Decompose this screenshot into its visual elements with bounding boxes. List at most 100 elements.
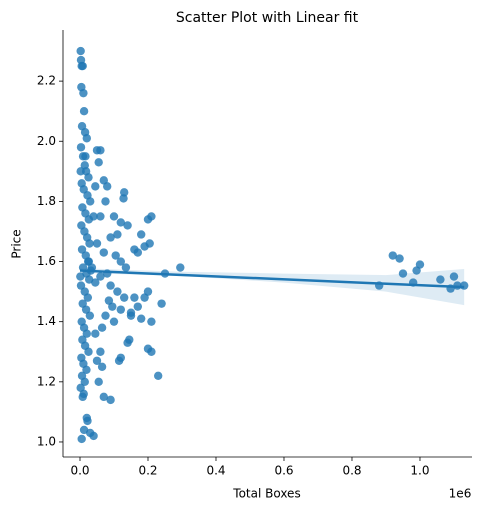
point [116, 257, 125, 266]
chart-title: Scatter Plot with Linear fit [176, 10, 359, 26]
point [82, 329, 91, 338]
point [176, 263, 185, 272]
point [92, 356, 102, 365]
point [78, 392, 87, 402]
x-tick-label: 0.8 [342, 464, 361, 478]
point [136, 230, 146, 239]
y-tick-label: 1.4 [37, 314, 56, 328]
point [116, 305, 125, 314]
point [84, 347, 93, 356]
y-tick-label: 1.2 [37, 374, 56, 388]
point [459, 281, 469, 290]
y-tick-label: 2.0 [37, 134, 56, 148]
point [76, 272, 85, 281]
point [106, 395, 115, 405]
point [109, 212, 119, 221]
point [89, 431, 98, 441]
point [126, 308, 136, 317]
point [96, 272, 105, 281]
point [147, 347, 156, 356]
point [96, 347, 105, 356]
point [83, 416, 92, 426]
point [89, 212, 98, 221]
point [85, 311, 95, 320]
confidence-band [79, 268, 465, 306]
point [97, 323, 107, 332]
point [101, 197, 110, 206]
point [91, 329, 100, 338]
point [96, 146, 105, 155]
point [79, 88, 88, 98]
point [136, 314, 146, 323]
point [157, 299, 166, 308]
point [116, 353, 125, 362]
point [85, 197, 95, 206]
point [123, 221, 132, 230]
point [102, 182, 112, 191]
point [143, 287, 153, 296]
x-tick-label: 0.2 [138, 464, 157, 478]
point [145, 239, 154, 248]
point [125, 335, 134, 344]
y-axis-label: Price [10, 229, 24, 258]
point [436, 275, 445, 284]
point [92, 239, 102, 248]
point [83, 293, 93, 302]
point [99, 392, 108, 402]
y-tick-label: 1.0 [37, 434, 56, 448]
point [133, 302, 142, 311]
point [398, 269, 408, 278]
point [76, 167, 85, 176]
point [94, 377, 103, 387]
point [91, 278, 100, 287]
point [77, 245, 87, 254]
y-tick-label: 1.8 [37, 194, 56, 208]
point [104, 296, 114, 305]
point [76, 143, 86, 152]
point [449, 272, 459, 281]
point [116, 218, 125, 227]
point [85, 239, 94, 248]
x-tick-label: 0.0 [70, 464, 89, 478]
point [130, 293, 139, 302]
point [119, 293, 129, 302]
point [79, 185, 88, 194]
point [77, 434, 86, 444]
point [84, 173, 93, 182]
point [153, 371, 163, 381]
point [113, 230, 122, 239]
point [97, 362, 107, 371]
point [388, 251, 397, 260]
y-tick-label: 1.6 [37, 254, 56, 268]
x-axis-label: Total Boxes [232, 487, 300, 501]
point [81, 152, 90, 161]
point [82, 365, 91, 374]
point [99, 248, 108, 257]
point [147, 317, 156, 326]
x-tick-label: 0.4 [206, 464, 225, 478]
point [81, 305, 91, 314]
point [101, 311, 110, 320]
x-tick-label: 0.6 [274, 464, 293, 478]
point [87, 263, 97, 272]
point [94, 158, 103, 167]
x-offset-label: 1e6 [449, 487, 472, 501]
point [143, 215, 153, 224]
point [78, 61, 87, 71]
point [395, 254, 404, 263]
fit-line [79, 269, 465, 289]
point [119, 194, 128, 203]
y-tick-label: 2.2 [37, 74, 56, 88]
point [82, 134, 91, 143]
x-tick-label: 1.0 [410, 464, 429, 478]
point [121, 263, 131, 272]
point [76, 46, 85, 56]
point [415, 260, 425, 269]
point [109, 317, 119, 326]
point [111, 251, 120, 260]
point [133, 248, 142, 257]
point [113, 287, 122, 296]
point [96, 212, 105, 221]
point [106, 281, 115, 290]
